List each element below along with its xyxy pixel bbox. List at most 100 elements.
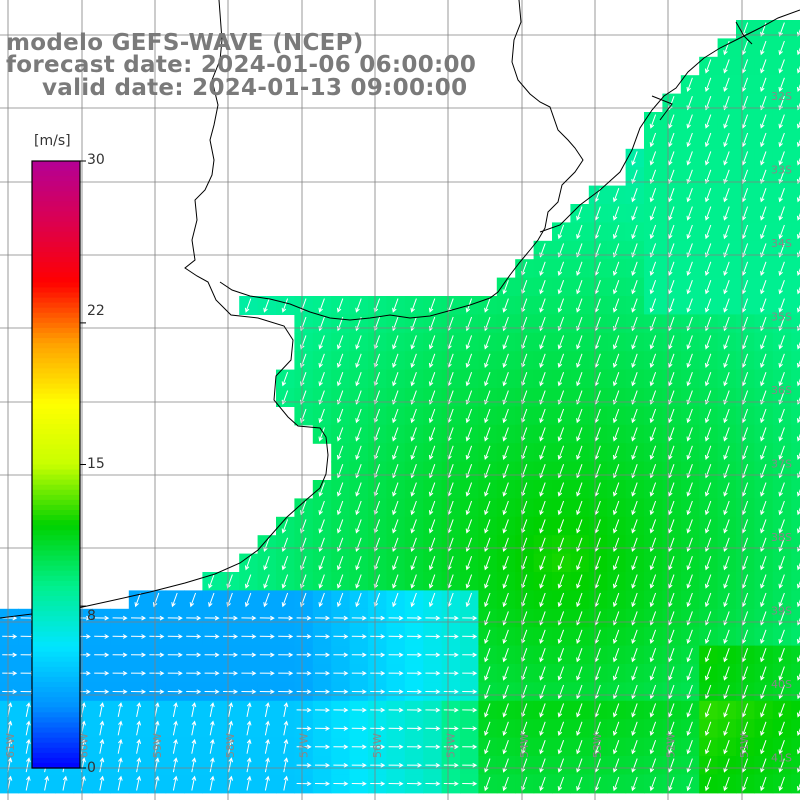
wind-arrow xyxy=(281,372,289,387)
wind-arrow xyxy=(370,652,386,658)
wind-arrow xyxy=(283,702,289,717)
wind-arrow xyxy=(425,744,441,750)
wind-arrow xyxy=(704,353,712,368)
colorbar-segment xyxy=(32,332,80,339)
wind-arrow xyxy=(631,335,638,350)
wind-arrow xyxy=(557,758,565,773)
wind-arrow xyxy=(778,188,785,203)
wind-arrow xyxy=(557,224,565,240)
wind-arrow xyxy=(94,670,110,676)
wind-arrow xyxy=(94,689,110,695)
wind-arrow xyxy=(704,372,712,387)
colorbar-segment xyxy=(32,555,80,562)
colorbar-segment xyxy=(32,277,80,283)
colorbar-segment xyxy=(32,575,80,582)
wind-arrow xyxy=(760,721,767,736)
wind-arrow xyxy=(723,648,730,663)
wind-arrow xyxy=(186,670,202,676)
wind-arrow xyxy=(502,592,509,608)
wind-arrow xyxy=(2,670,18,676)
wind-arrow xyxy=(760,40,767,56)
wind-arrow xyxy=(392,427,399,442)
wind-arrow xyxy=(778,40,785,56)
wind-arrow xyxy=(318,574,325,589)
wind-arrow xyxy=(686,353,693,368)
wind-cell xyxy=(791,277,800,297)
wind-arrow xyxy=(649,353,657,368)
wind-cell xyxy=(791,645,800,665)
colorbar-tick-label-8: 8 xyxy=(87,608,96,624)
wind-arrow xyxy=(246,775,252,791)
wind-arrow xyxy=(649,519,657,534)
wind-arrow xyxy=(484,574,491,589)
wind-arrow xyxy=(314,744,331,750)
colorbar-segment xyxy=(32,504,80,511)
wind-arrow xyxy=(557,574,565,589)
wind-arrow xyxy=(443,707,459,713)
wind-arrow xyxy=(686,224,693,240)
colorbar-segment xyxy=(32,297,80,304)
wind-arrow xyxy=(410,408,417,424)
wind-arrow xyxy=(576,648,583,663)
wind-arrow xyxy=(612,629,620,644)
wind-arrow xyxy=(465,408,473,424)
wind-arrow xyxy=(741,408,749,424)
wind-arrow xyxy=(425,707,441,713)
wind-arrow xyxy=(723,188,730,203)
wind-cell xyxy=(791,719,800,739)
wind-arrow xyxy=(612,592,620,608)
wind-cell xyxy=(791,240,800,260)
wind-arrow xyxy=(484,740,491,755)
wind-arrow xyxy=(796,562,800,571)
wind-arrow xyxy=(318,335,325,350)
wind-arrow xyxy=(410,519,417,534)
wind-arrow xyxy=(355,574,362,589)
wind-arrow xyxy=(465,592,473,608)
wind-arrow xyxy=(704,169,712,184)
colorbar-segment xyxy=(32,727,80,734)
wind-arrow xyxy=(484,500,491,516)
wind-arrow xyxy=(704,188,712,203)
wind-cell xyxy=(791,608,800,628)
wind-arrow xyxy=(557,280,565,295)
wind-arrow xyxy=(208,592,215,608)
wind-arrow xyxy=(406,615,423,621)
wind-arrow xyxy=(333,744,349,750)
wind-arrow xyxy=(723,335,730,350)
wind-arrow xyxy=(244,592,252,608)
wind-arrow xyxy=(649,703,657,718)
wind-cell xyxy=(791,314,800,334)
wind-arrow xyxy=(484,721,491,736)
longitude-label: 60W xyxy=(77,733,90,758)
wind-arrow xyxy=(336,335,344,350)
wind-arrow xyxy=(612,188,620,203)
wind-arrow xyxy=(612,280,620,295)
wind-arrow xyxy=(392,592,399,608)
wind-arrow xyxy=(539,721,546,736)
wind-arrow xyxy=(392,500,399,516)
wind-arrow xyxy=(741,500,749,516)
wind-arrow xyxy=(318,353,325,368)
wind-arrow xyxy=(539,482,546,497)
colorbar-segment xyxy=(32,292,80,299)
wind-arrow xyxy=(612,353,620,368)
wind-arrow xyxy=(557,298,565,313)
wind-arrow xyxy=(281,556,289,571)
wind-arrow xyxy=(443,634,459,639)
wind-arrow xyxy=(484,298,491,313)
wind-arrow xyxy=(314,762,331,768)
colorbar-segment xyxy=(32,656,80,663)
colorbar-segment xyxy=(32,231,80,238)
wind-cell xyxy=(791,627,800,647)
wind-arrow xyxy=(351,726,367,731)
wind-arrow xyxy=(668,188,675,203)
wind-arrow xyxy=(686,758,693,773)
wind-cell xyxy=(791,535,800,555)
wind-arrow xyxy=(741,335,749,350)
wind-arrow xyxy=(410,335,417,350)
colorbar-segment xyxy=(32,338,80,344)
wind-arrow xyxy=(760,758,767,773)
colorbar-segment xyxy=(32,570,80,577)
wind-arrow xyxy=(631,648,638,663)
